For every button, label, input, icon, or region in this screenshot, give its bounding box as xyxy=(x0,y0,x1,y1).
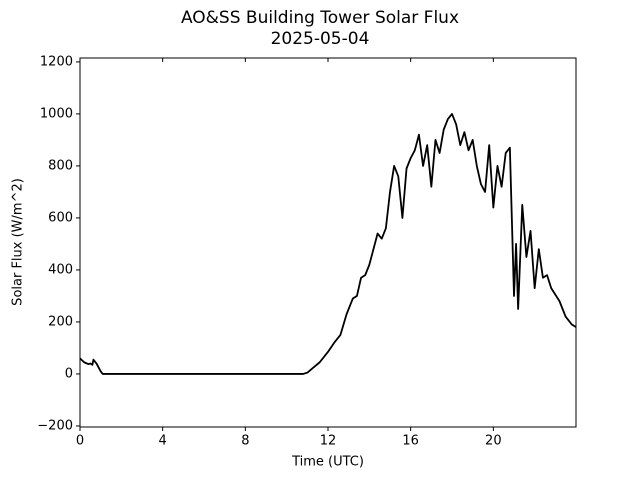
y-tick-label: 200 xyxy=(48,314,73,329)
data-line xyxy=(79,113,577,375)
chart-subtitle: 2025-05-04 xyxy=(271,29,370,49)
y-tick-label: 1200 xyxy=(40,54,73,69)
x-tick-label: 12 xyxy=(320,434,337,449)
y-tick-label: 400 xyxy=(48,262,73,277)
y-tick-label: 0 xyxy=(65,366,73,381)
chart-title: AO&SS Building Tower Solar Flux xyxy=(181,8,459,28)
y-tick-label: 600 xyxy=(48,210,73,225)
y-tick-label: 800 xyxy=(48,158,73,173)
x-tick-label: 16 xyxy=(402,434,419,449)
x-tick-label: 0 xyxy=(76,434,84,449)
y-tick-label: 1000 xyxy=(40,106,73,121)
y-tick-label: −200 xyxy=(37,418,73,433)
x-tick-label: 4 xyxy=(159,434,167,449)
plot-frame xyxy=(79,57,577,428)
x-tick-label: 20 xyxy=(485,434,502,449)
x-axis-label: Time (UTC) xyxy=(291,455,364,470)
x-tick-label: 8 xyxy=(241,434,249,449)
y-axis-label: Solar Flux (W/m^2) xyxy=(11,178,26,306)
